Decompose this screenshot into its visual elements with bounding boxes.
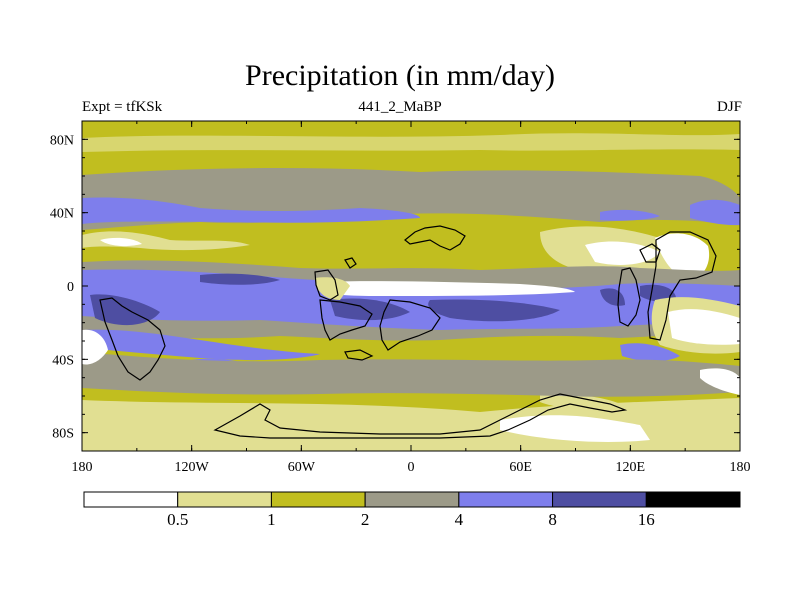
map-title: Precipitation (in mm/day) [245, 59, 555, 92]
lon-tick-label: 120W [175, 460, 210, 475]
lat-tick-label: 40S [52, 353, 74, 368]
colorbar-swatch [552, 491, 647, 508]
experiment-label: Expt = tfKSk [82, 99, 163, 115]
colorbar-level-label: 8 [548, 510, 557, 529]
lon-tick-label: 60E [509, 460, 532, 475]
lon-tick-label: 180 [72, 460, 93, 475]
contour-band-lt0.5 [500, 415, 650, 442]
contour-fill [82, 121, 740, 451]
contour-band-4-8 [82, 197, 420, 224]
colorbar-level-label: 1 [267, 510, 276, 529]
colorbar-level-label: 2 [361, 510, 370, 529]
colorbar-swatch [270, 491, 366, 508]
period-label: 441_2_MaBP [358, 99, 442, 115]
lat-tick-label: 80N [50, 133, 74, 148]
colorbar-swatch [83, 491, 179, 508]
colorbar-swatch [458, 491, 554, 508]
latitude-axis: 80N 40N 0 40S 80S [50, 133, 740, 442]
colorbar-swatch [645, 491, 741, 508]
colorbar-level-label: 16 [638, 510, 655, 529]
longitude-axis: 180 120W 60W 0 60E 120E 180 [72, 121, 751, 475]
season-label: DJF [716, 99, 742, 115]
coastlines [99, 225, 717, 439]
lon-tick-label: 180 [730, 460, 751, 475]
colorbar-swatch [364, 491, 460, 508]
colorbar-level-label: 0.5 [167, 510, 188, 529]
lat-tick-label: 80S [52, 427, 74, 442]
colorbar-swatch [177, 491, 272, 508]
lon-tick-label: 120E [616, 460, 646, 475]
lon-tick-label: 60W [288, 460, 316, 475]
lon-tick-label: 0 [408, 460, 415, 475]
lat-tick-label: 0 [67, 280, 74, 295]
lat-tick-label: 40N [50, 207, 74, 222]
colorbar-level-label: 4 [455, 510, 464, 529]
